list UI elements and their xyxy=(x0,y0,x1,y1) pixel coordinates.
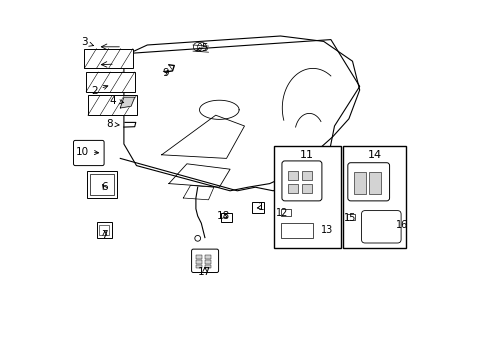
Polygon shape xyxy=(120,97,134,108)
Bar xyxy=(86,72,134,92)
Bar xyxy=(288,171,298,180)
Text: 1: 1 xyxy=(257,202,264,212)
Bar xyxy=(302,184,311,193)
Bar xyxy=(204,265,211,268)
Text: 16: 16 xyxy=(395,220,407,230)
Bar xyxy=(221,213,231,222)
Bar xyxy=(90,174,114,195)
Bar xyxy=(196,260,202,264)
Bar xyxy=(204,255,211,259)
Bar xyxy=(251,202,264,213)
Bar xyxy=(368,172,380,194)
Bar xyxy=(273,146,340,248)
Text: 7: 7 xyxy=(102,230,108,240)
Bar xyxy=(196,265,202,268)
Text: 5: 5 xyxy=(196,43,208,53)
Text: 10: 10 xyxy=(76,147,99,157)
Bar xyxy=(354,172,365,194)
FancyBboxPatch shape xyxy=(361,211,400,243)
Bar xyxy=(302,171,311,180)
Bar xyxy=(87,171,117,198)
Bar xyxy=(88,95,136,115)
Bar xyxy=(84,49,133,68)
Text: 12: 12 xyxy=(275,208,287,218)
Text: 3: 3 xyxy=(81,37,93,48)
Text: 9: 9 xyxy=(162,68,168,78)
Bar xyxy=(204,260,211,264)
Text: 4: 4 xyxy=(110,96,123,106)
Bar xyxy=(97,222,112,238)
FancyBboxPatch shape xyxy=(347,163,389,201)
Text: 14: 14 xyxy=(367,150,381,160)
Bar xyxy=(288,184,298,193)
Text: 8: 8 xyxy=(106,119,119,129)
Bar xyxy=(280,209,290,216)
Text: 2: 2 xyxy=(91,85,107,96)
Bar xyxy=(99,225,109,235)
FancyBboxPatch shape xyxy=(191,249,218,273)
Text: 6: 6 xyxy=(101,182,107,192)
Text: 13: 13 xyxy=(320,225,332,235)
Bar xyxy=(196,255,202,259)
Bar xyxy=(280,223,312,238)
Text: 18: 18 xyxy=(217,211,230,221)
Bar xyxy=(346,214,354,220)
Text: 11: 11 xyxy=(300,150,314,160)
FancyBboxPatch shape xyxy=(73,140,104,166)
Text: 17: 17 xyxy=(198,267,211,277)
Bar xyxy=(343,146,406,248)
Text: 15: 15 xyxy=(343,213,355,223)
FancyBboxPatch shape xyxy=(282,161,321,201)
